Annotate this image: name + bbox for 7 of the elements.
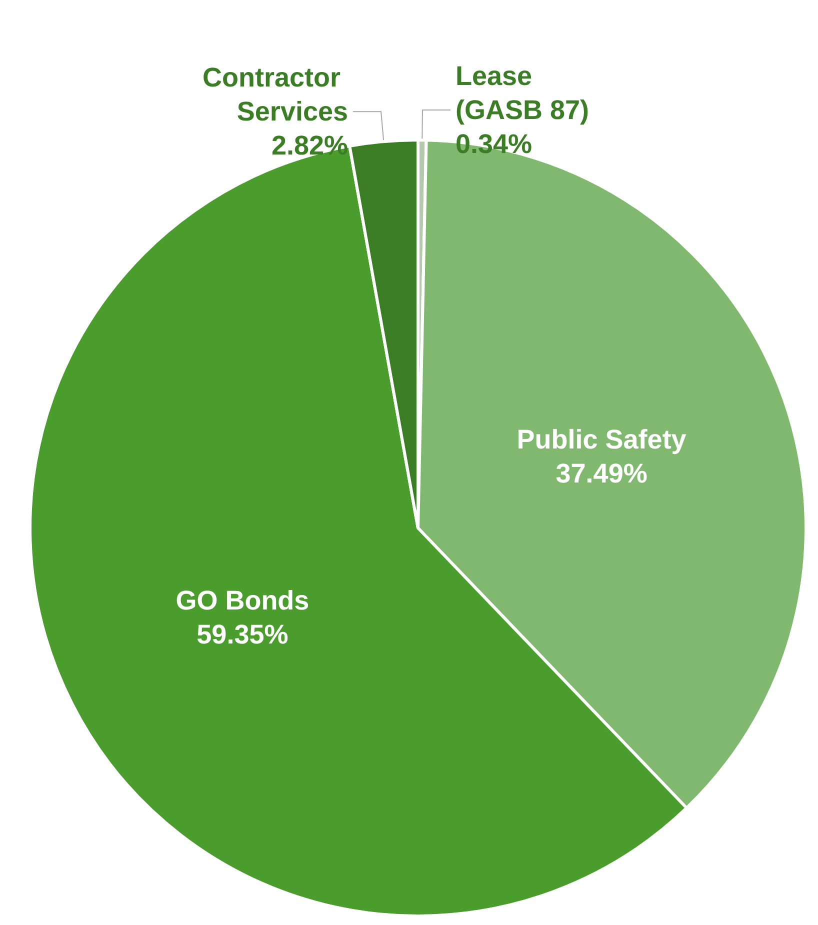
slice-label: Public Safety bbox=[516, 424, 686, 454]
data-label: 2.82% bbox=[271, 130, 348, 161]
data-label: 59.35% bbox=[196, 619, 288, 650]
slice-label: Lease (GASB 87) bbox=[455, 61, 589, 126]
slice-label: Contractor Services bbox=[202, 62, 348, 127]
slice-label: GO Bonds bbox=[176, 585, 310, 616]
data-label: 37.49% bbox=[556, 458, 648, 488]
